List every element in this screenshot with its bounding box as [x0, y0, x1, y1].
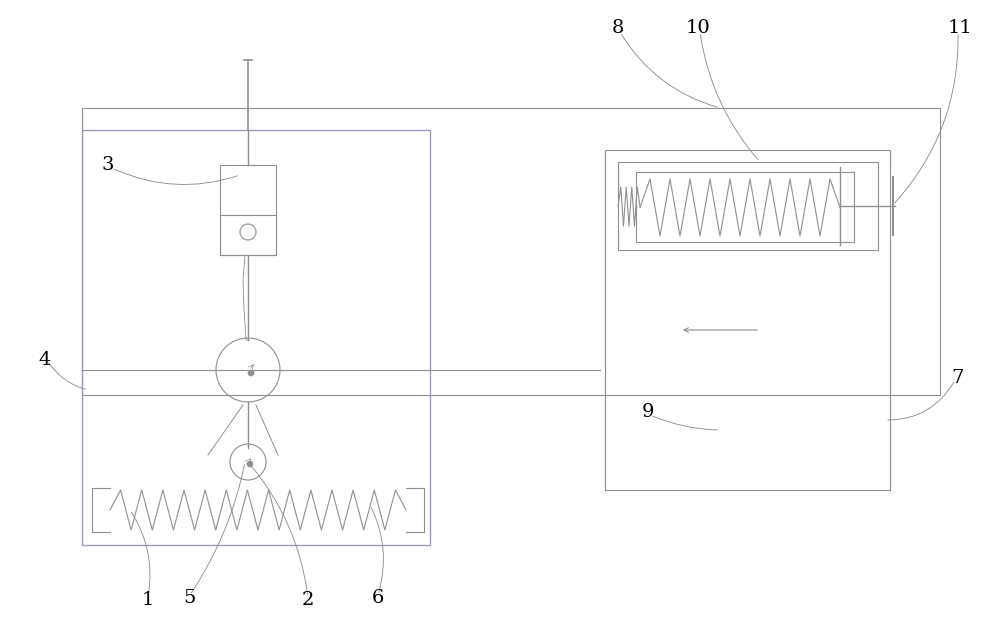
Text: 9: 9 — [642, 403, 654, 421]
Bar — [82, 130, 430, 545]
Text: 11: 11 — [948, 19, 972, 37]
Text: 8: 8 — [612, 19, 624, 37]
Bar — [220, 215, 276, 255]
Text: 1: 1 — [142, 591, 154, 609]
Text: 5: 5 — [184, 589, 196, 607]
Bar — [605, 150, 890, 490]
Text: 4: 4 — [39, 351, 51, 369]
Bar — [618, 162, 878, 250]
Text: 3: 3 — [102, 156, 114, 174]
Bar — [220, 165, 276, 255]
Bar — [82, 108, 940, 395]
Bar — [636, 172, 854, 242]
Text: 2: 2 — [302, 591, 314, 609]
Text: 7: 7 — [952, 369, 964, 387]
Circle shape — [248, 370, 254, 376]
Circle shape — [247, 461, 253, 467]
Text: 10: 10 — [686, 19, 710, 37]
Text: 6: 6 — [372, 589, 384, 607]
